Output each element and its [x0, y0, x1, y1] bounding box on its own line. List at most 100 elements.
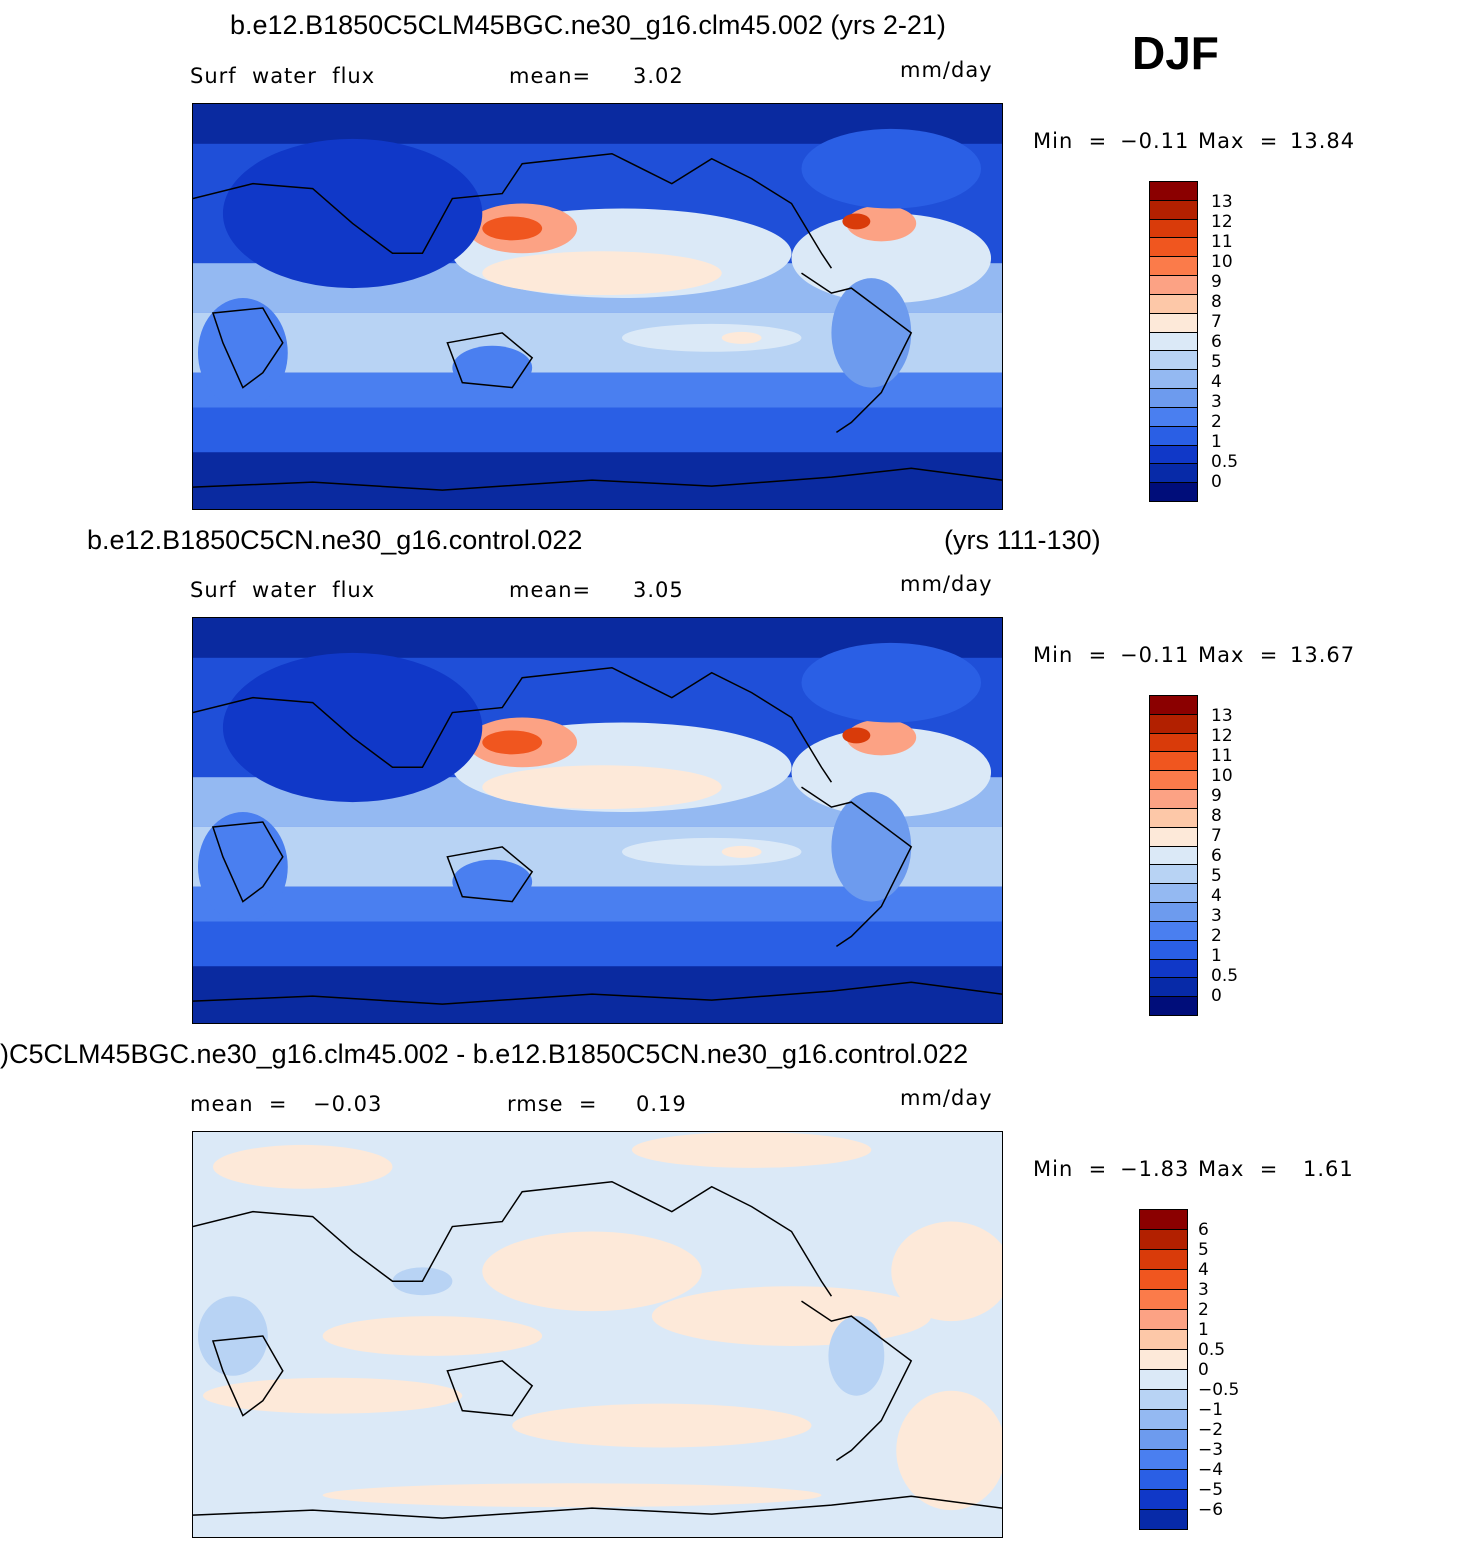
colorbar-swatch: [1150, 294, 1197, 314]
colorbar-swatch: [1150, 370, 1197, 390]
colorbar-swatch: [1140, 1270, 1187, 1290]
panel2-mean-value: 3.05: [633, 578, 684, 602]
panel2-map: [192, 617, 1003, 1024]
colorbar-tick-label: 3: [1211, 392, 1222, 412]
colorbar-swatch: [1150, 865, 1197, 885]
colorbar-swatch: [1150, 407, 1197, 427]
colorbar-swatch: [1150, 276, 1197, 295]
panel2-variable-label: Surf water flux: [190, 578, 376, 602]
colorbar-swatch: [1150, 182, 1197, 201]
colorbar-tick-label: 0: [1198, 1360, 1209, 1380]
colorbar-tick-label: 6: [1211, 846, 1222, 866]
colorbar-tick-label: 3: [1211, 906, 1222, 926]
colorbar-swatch: [1140, 1290, 1187, 1310]
panel1-mean-value: 3.02: [633, 64, 684, 88]
colorbar-tick-label: 1: [1198, 1320, 1209, 1340]
panel2-mean-label: mean=: [509, 578, 592, 602]
panel3-mean-label: mean =: [190, 1092, 288, 1116]
colorbar-tick-label: 0: [1211, 472, 1222, 492]
colorbar-swatch: [1140, 1490, 1187, 1510]
colorbar-tick-label: −0.5: [1198, 1380, 1240, 1400]
colorbar-swatch: [1140, 1230, 1187, 1250]
colorbar-tick-label: 4: [1211, 372, 1222, 392]
colorbar-tick-label: 12: [1211, 212, 1233, 232]
colorbar-tick-label: 1: [1211, 432, 1222, 452]
colorbar-swatch: [1150, 808, 1197, 828]
panel1-max-value: 13.84: [1290, 129, 1356, 153]
colorbar-swatch: [1140, 1450, 1187, 1470]
colorbar-swatch: [1150, 219, 1197, 239]
colorbar-tick-label: 2: [1198, 1300, 1209, 1320]
panel1-colorbar-labels: 13 12 11 10 9 8 7 6 5 4 3 2 1 0.5 0: [1211, 192, 1238, 492]
colorbar-swatch: [1140, 1370, 1187, 1390]
panel2-colorbar: [1149, 695, 1198, 1016]
colorbar-swatch: [1140, 1510, 1187, 1529]
colorbar-tick-label: 6: [1211, 332, 1222, 352]
colorbar-tick-label: 0: [1211, 986, 1222, 1006]
colorbar-tick-label: 8: [1211, 806, 1222, 826]
colorbar-swatch: [1150, 978, 1197, 998]
colorbar-swatch: [1140, 1250, 1187, 1270]
colorbar-tick-label: 4: [1211, 886, 1222, 906]
colorbar-tick-label: 5: [1211, 352, 1222, 372]
colorbar-swatch: [1140, 1330, 1187, 1350]
colorbar-swatch: [1150, 200, 1197, 220]
colorbar-swatch: [1150, 790, 1197, 809]
colorbar-swatch: [1150, 940, 1197, 960]
panel3-map-svg: [193, 1132, 1002, 1537]
colorbar-tick-label: 5: [1198, 1240, 1209, 1260]
panel2-units: mm/day: [900, 572, 993, 596]
colorbar-swatch: [1150, 464, 1197, 484]
colorbar-swatch: [1150, 884, 1197, 904]
colorbar-tick-label: 7: [1211, 312, 1222, 332]
colorbar-swatch: [1150, 733, 1197, 753]
panel3-mean-value: −0.03: [313, 1092, 383, 1116]
colorbar-tick-label: 11: [1211, 746, 1233, 766]
colorbar-swatch: [1150, 313, 1197, 333]
colorbar-tick-label: −6: [1198, 1500, 1224, 1520]
colorbar-tick-label: −5: [1198, 1480, 1224, 1500]
colorbar-swatch: [1150, 696, 1197, 715]
season-label: DJF: [1132, 27, 1219, 79]
colorbar-swatch: [1150, 827, 1197, 847]
colorbar-swatch: [1140, 1350, 1187, 1370]
colorbar-tick-label: 7: [1211, 826, 1222, 846]
colorbar-tick-label: 4: [1198, 1260, 1209, 1280]
panel2-map-svg: [193, 618, 1002, 1023]
colorbar-tick-label: 10: [1211, 252, 1233, 272]
panel3-units: mm/day: [900, 1086, 993, 1110]
colorbar-tick-label: −1: [1198, 1400, 1224, 1420]
panel2-max-value: 13.67: [1290, 643, 1356, 667]
colorbar-swatch: [1140, 1210, 1187, 1230]
panel2-colorbar-labels: 13 12 11 10 9 8 7 6 5 4 3 2 1 0.5 0: [1211, 706, 1238, 1006]
panel2-max-label: Max =: [1198, 643, 1279, 667]
colorbar-swatch: [1150, 351, 1197, 371]
colorbar-tick-label: 0.5: [1211, 966, 1239, 986]
colorbar-swatch: [1150, 257, 1197, 277]
panel1-min-value: −0.11: [1120, 129, 1190, 153]
panel1-variable-label: Surf water flux: [190, 64, 376, 88]
panel3-rmse-label: rmse =: [507, 1092, 598, 1116]
colorbar-swatch: [1150, 959, 1197, 979]
colorbar-swatch: [1150, 903, 1197, 922]
colorbar-tick-label: 5: [1211, 866, 1222, 886]
colorbar-tick-label: 0.5: [1198, 1340, 1226, 1360]
panel2-years: (yrs 111-130): [944, 525, 1101, 555]
colorbar-swatch: [1140, 1310, 1187, 1330]
colorbar-swatch: [1150, 332, 1197, 352]
colorbar-swatch: [1150, 389, 1197, 408]
panel1-units: mm/day: [900, 58, 993, 82]
colorbar-tick-label: 3: [1198, 1280, 1209, 1300]
colorbar-tick-label: 10: [1211, 766, 1233, 786]
colorbar-swatch: [1140, 1430, 1187, 1450]
panel3-title: )C5CLM45BGC.ne30_g16.clm45.002 - b.e12.B…: [0, 1039, 969, 1069]
panel1-max-label: Max =: [1198, 129, 1279, 153]
colorbar-swatch: [1150, 426, 1197, 446]
panel1-title: b.e12.B1850C5CLM45BGC.ne30_g16.clm45.002…: [230, 10, 946, 40]
colorbar-tick-label: 1: [1211, 946, 1222, 966]
colorbar-tick-label: 6: [1198, 1220, 1209, 1240]
colorbar-tick-label: 8: [1211, 292, 1222, 312]
colorbar-swatch: [1150, 846, 1197, 866]
colorbar-tick-label: −3: [1198, 1440, 1224, 1460]
colorbar-swatch: [1150, 238, 1197, 258]
